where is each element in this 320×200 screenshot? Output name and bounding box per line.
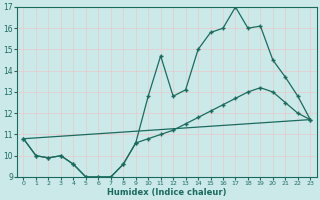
X-axis label: Humidex (Indice chaleur): Humidex (Indice chaleur)	[107, 188, 227, 197]
